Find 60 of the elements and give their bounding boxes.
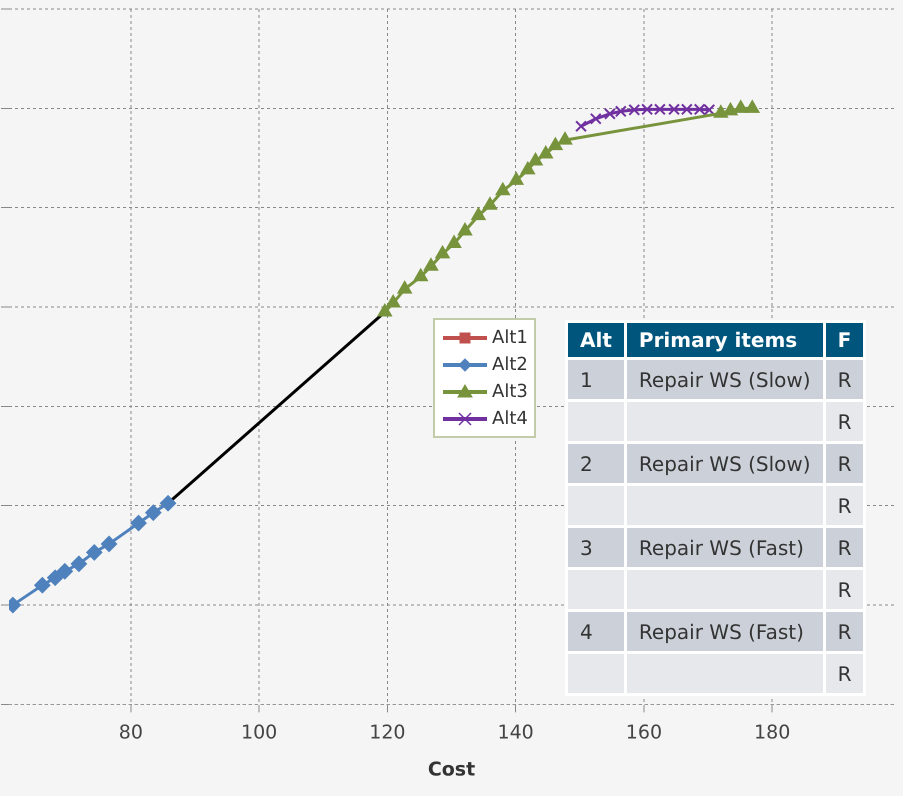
annotation: Repair WS (Slow) (626, 360, 823, 399)
point (435, 246, 450, 258)
point (130, 515, 147, 532)
legend-label: Alt1 (492, 327, 528, 348)
point (734, 100, 748, 113)
x-tick-label: 140 (498, 722, 534, 744)
point (558, 132, 572, 145)
annotation: R (826, 402, 864, 441)
annotation: 2 (568, 444, 624, 483)
text: 4 (568, 612, 624, 651)
legend-label: Alt2 (492, 354, 528, 375)
annotation: Alt (568, 323, 624, 357)
point (548, 138, 562, 150)
annotation: F (826, 323, 864, 357)
annotation: R (826, 528, 864, 567)
annotation: Repair WS (Slow) (626, 444, 823, 483)
legend-label: Alt3 (492, 381, 528, 402)
point (378, 304, 392, 316)
point (424, 258, 438, 271)
point (386, 295, 400, 308)
point (528, 152, 543, 166)
annotation: R (826, 360, 864, 399)
annotation: R (826, 444, 864, 483)
point (86, 544, 102, 560)
x-tick-label: 120 (369, 722, 406, 744)
point (56, 563, 73, 580)
x-tick-label: 80 (118, 722, 143, 744)
point (509, 172, 524, 185)
legend-label: Alt4 (492, 408, 528, 429)
point (145, 504, 162, 521)
annotation: Primary items (626, 323, 823, 357)
annotation: R (826, 570, 864, 609)
point (745, 100, 760, 113)
point (414, 268, 428, 282)
point (101, 536, 118, 552)
text: Repair WS (Fast) (626, 612, 823, 651)
point (714, 105, 728, 118)
point (723, 102, 738, 116)
point (471, 208, 486, 220)
point (34, 577, 50, 594)
point (47, 570, 64, 586)
point (482, 197, 498, 210)
point (447, 235, 462, 248)
point (398, 281, 412, 294)
x-tick-label: 100 (240, 722, 278, 744)
x-tick-label: 180 (754, 722, 790, 744)
point (496, 182, 510, 196)
annotation: Repair WS (Fast) (626, 528, 823, 567)
text: R (826, 612, 864, 651)
point (160, 495, 176, 512)
point (538, 146, 553, 159)
point (70, 556, 87, 572)
annotation: 1 (568, 360, 624, 399)
annotation: 3 (568, 528, 624, 567)
annotation: R (826, 486, 864, 525)
x-tick-label: 160 (626, 722, 662, 744)
point (458, 223, 472, 236)
point (520, 162, 535, 174)
x-axis-title: Cost (428, 758, 476, 781)
text: R (826, 654, 864, 693)
